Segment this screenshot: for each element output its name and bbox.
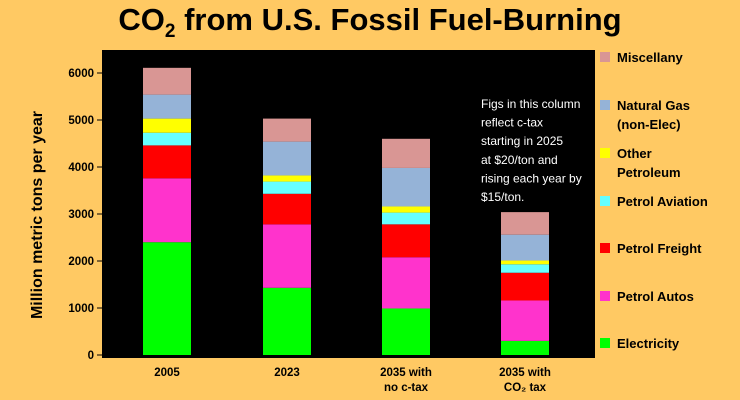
legend-swatch — [600, 148, 610, 158]
x-tick-label: 2005 — [154, 367, 180, 379]
y-tick-label: 6000 — [68, 68, 94, 80]
y-tick-label: 2000 — [68, 256, 94, 268]
y-tick-label: 0 — [88, 350, 94, 362]
bar-segment-electricity — [382, 308, 430, 355]
legend-label: Petrol Aviation — [617, 194, 708, 209]
bar-segment-petrol-aviation — [143, 132, 191, 146]
bar-segment-petrol-aviation — [501, 264, 549, 273]
bar-segment-natural-gas-non-elec- — [263, 141, 311, 176]
bar-segment-natural-gas-non-elec- — [143, 94, 191, 119]
bar-segment-petrol-autos — [382, 257, 430, 309]
legend-label: Petrol Freight — [617, 241, 702, 256]
bar-segment-electricity — [501, 340, 549, 355]
bar-segment-petrol-freight — [382, 224, 430, 258]
y-tick-label: 3000 — [68, 209, 94, 221]
bar-segment-petrol-autos — [143, 178, 191, 243]
bar-segment-other-petroleum — [143, 118, 191, 133]
bar-segment-electricity — [143, 242, 191, 355]
bar-segment-petrol-aviation — [263, 181, 311, 194]
legend-swatch — [600, 100, 610, 110]
bar-stacks — [143, 67, 549, 355]
bar-segment-other-petroleum — [382, 206, 430, 213]
bar-segment-natural-gas-non-elec- — [382, 167, 430, 207]
x-tick-label: 2035 with no c-tax — [380, 367, 432, 394]
legend-label: Electricity — [617, 336, 680, 351]
legend-label: Petrol Autos — [617, 289, 694, 304]
annotation-note: Figs in this column reflect c-tax starting… — [481, 97, 582, 204]
bar-segment-petrol-freight — [501, 272, 549, 301]
y-tick-label: 5000 — [68, 115, 94, 127]
chart-title: CO2 from U.S. Fossil Fuel-Burning — [118, 2, 622, 43]
bar-segment-miscellany — [501, 212, 549, 235]
bar-segment-other-petroleum — [501, 260, 549, 265]
bar-segment-petrol-freight — [143, 145, 191, 179]
y-axis-label: Million metric tons per year — [29, 111, 46, 319]
bar-segment-petrol-autos — [501, 300, 549, 341]
x-axis: 2005 2023 2035 with no c-tax 2035 with CO₂ ta… — [154, 367, 551, 394]
legend-label: Miscellany — [617, 50, 684, 65]
bar-segment-electricity — [263, 287, 311, 355]
bar-segment-miscellany — [382, 138, 430, 168]
bar-segment-petrol-autos — [263, 224, 311, 288]
bar-segment-petrol-aviation — [382, 212, 430, 225]
bar-segment-petrol-freight — [263, 193, 311, 225]
legend: Miscellany Natural Gas (non-Elec) Other Petr… — [600, 50, 708, 351]
legend-swatch — [600, 338, 610, 348]
bar-segment-natural-gas-non-elec- — [501, 234, 549, 261]
legend-swatch — [600, 52, 610, 62]
y-axis: 0 1000 2000 3000 4000 5000 6000 — [68, 68, 102, 362]
y-tick-label: 4000 — [68, 162, 94, 174]
x-tick-label: 2023 — [274, 367, 300, 379]
bar-segment-miscellany — [143, 67, 191, 95]
bar-segment-other-petroleum — [263, 175, 311, 182]
legend-label: Natural Gas (non-Elec) — [617, 98, 690, 132]
legend-swatch — [600, 243, 610, 253]
legend-label: Other Petroleum — [617, 146, 681, 180]
legend-swatch — [600, 196, 610, 206]
legend-swatch — [600, 291, 610, 301]
x-tick-label: 2035 with CO₂ tax — [499, 367, 551, 394]
y-tick-label: 1000 — [68, 303, 94, 315]
bar-segment-miscellany — [263, 118, 311, 142]
